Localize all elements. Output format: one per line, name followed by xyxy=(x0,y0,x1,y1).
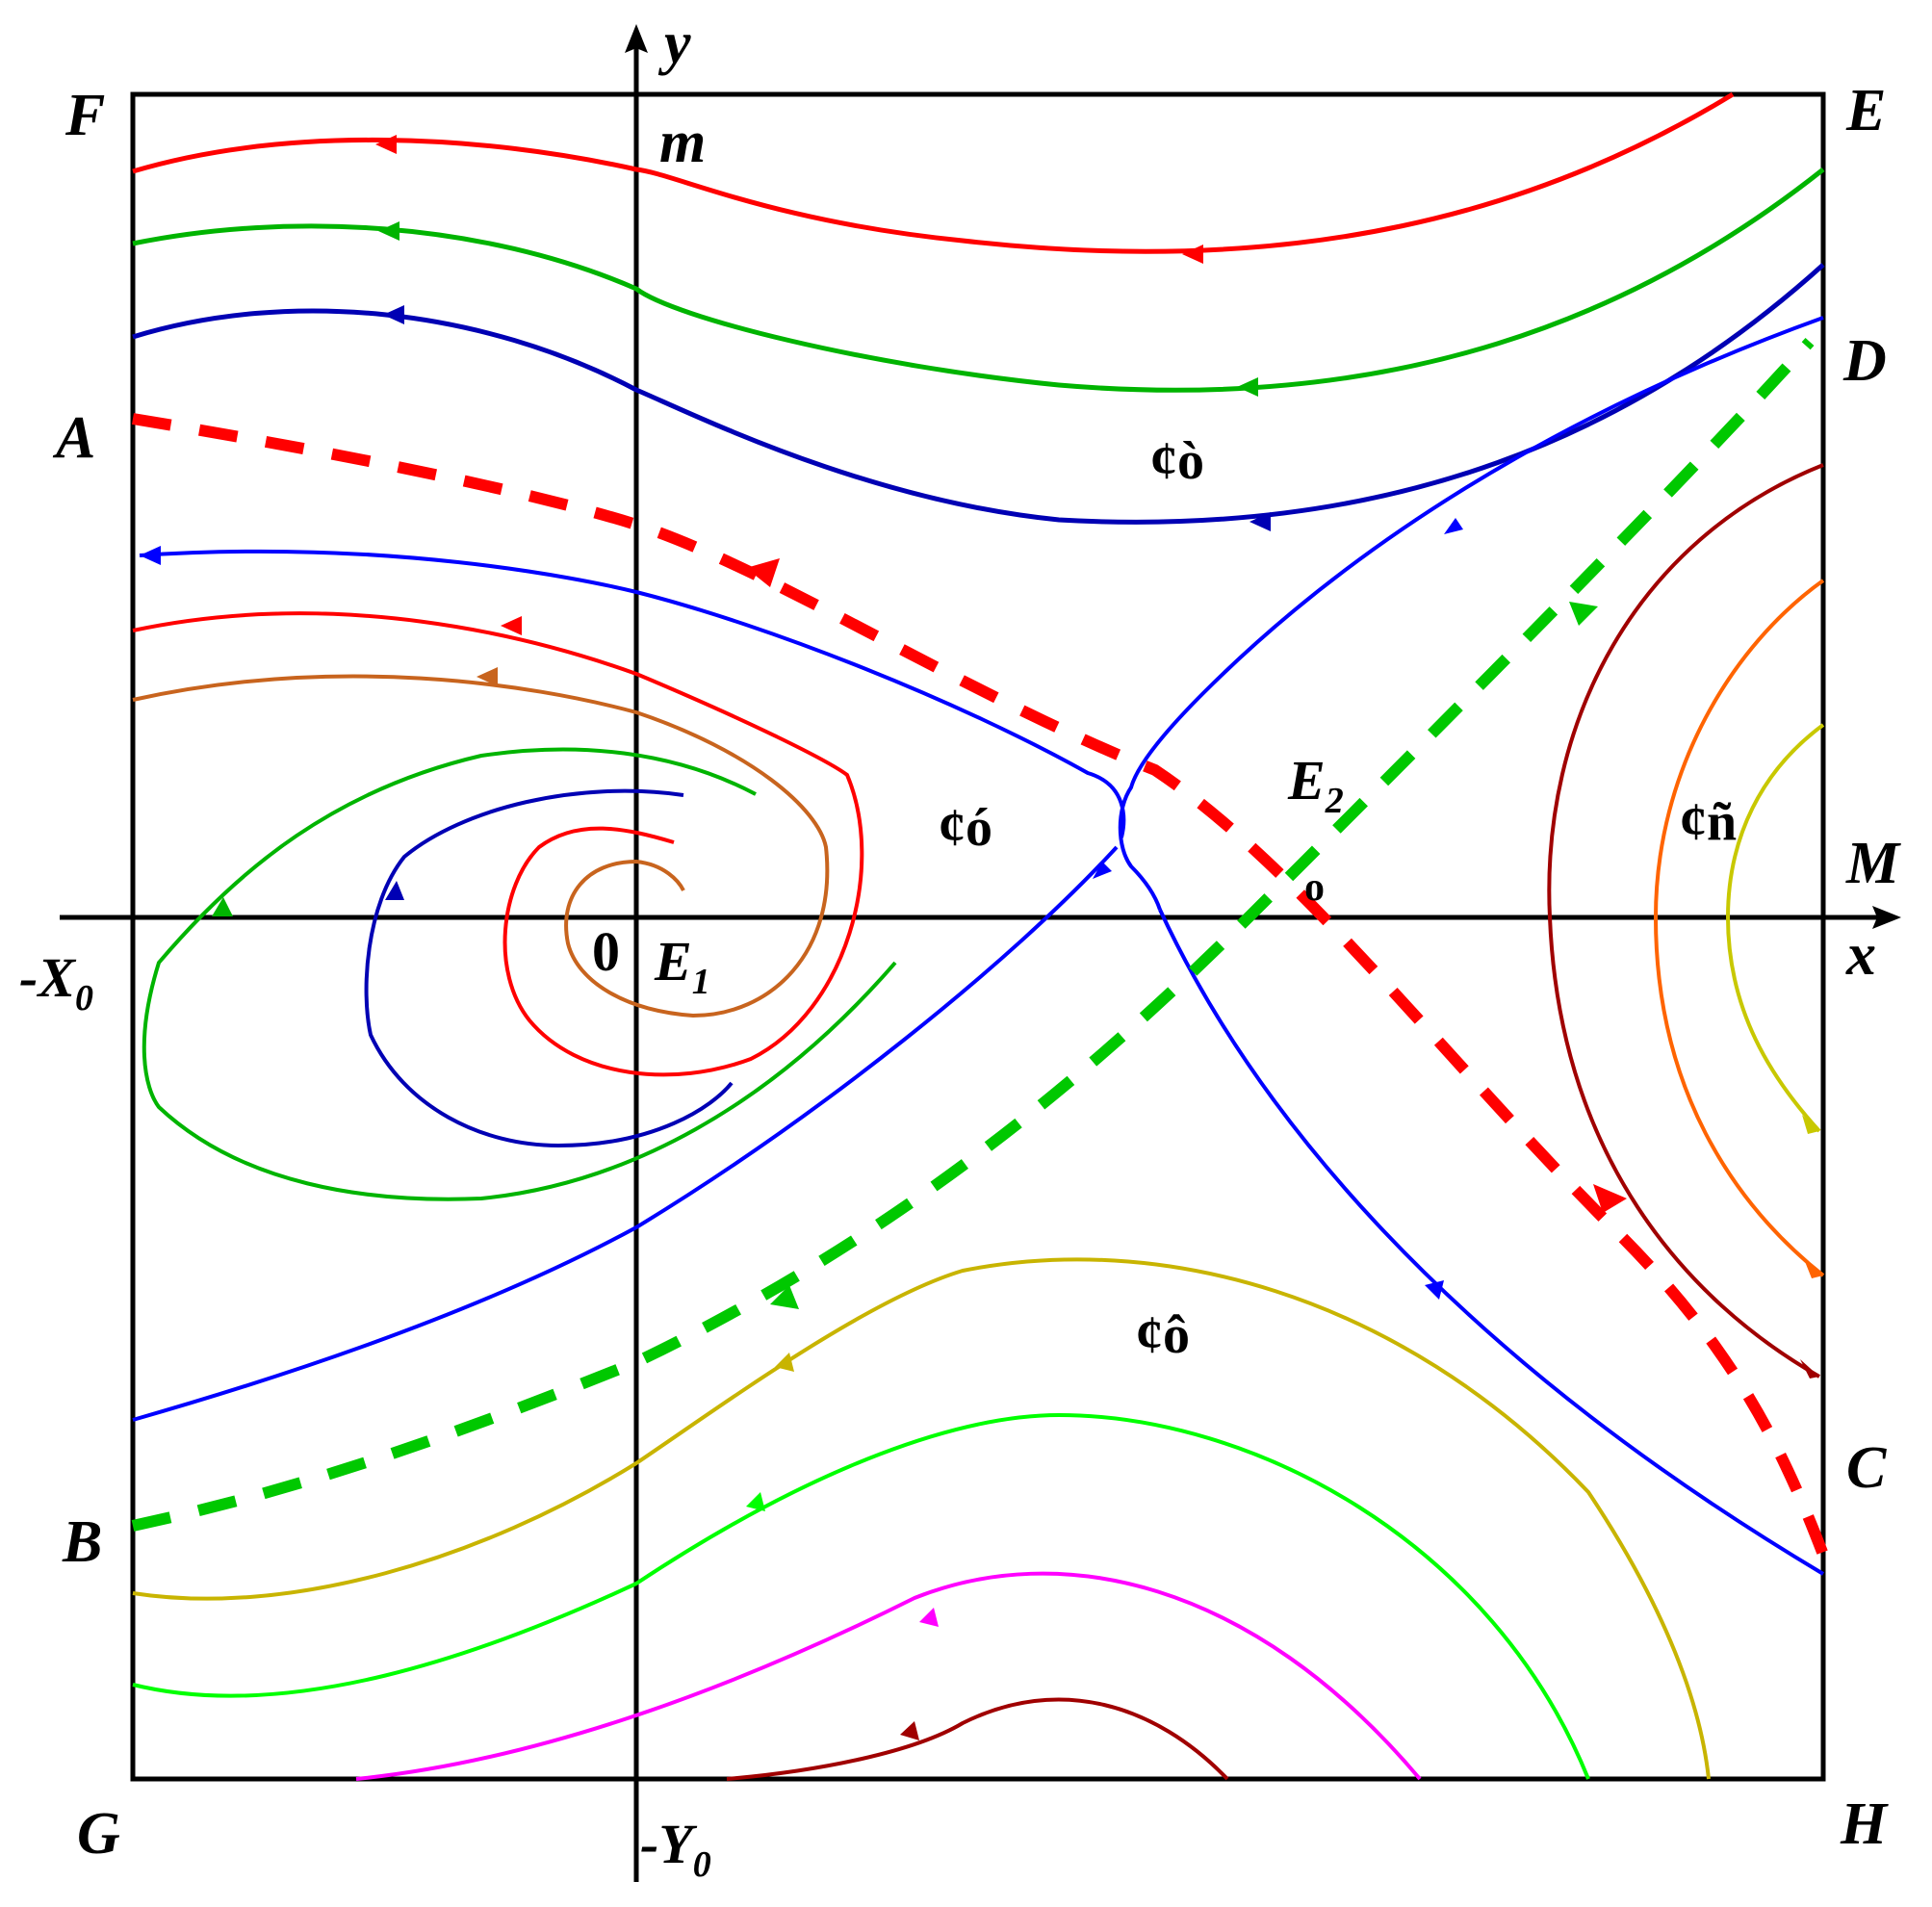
arrow-right-darkred xyxy=(1800,1359,1819,1379)
e2-point-marker: o xyxy=(1304,865,1325,910)
trajectory-right-orange xyxy=(1653,579,1825,1277)
label-x-axis: x xyxy=(1845,922,1876,988)
spiral-green xyxy=(142,747,897,1201)
label-M: M xyxy=(1845,831,1901,896)
arrow-right-yellowgreen xyxy=(1802,1115,1819,1134)
arrow-blue-ll xyxy=(1093,862,1112,879)
arrow-green-dashed-down xyxy=(770,1285,799,1309)
neg-y0-main: -Y xyxy=(640,1813,697,1875)
arrow-green-dashed-up xyxy=(1569,602,1598,626)
spiral-navy xyxy=(364,788,734,1148)
label-E1: E1 xyxy=(654,930,710,1002)
arrow-red-dashed-down xyxy=(1593,1184,1627,1213)
arrow-bottom-olive xyxy=(775,1353,794,1372)
separatrix-red-dashed xyxy=(132,413,1829,1558)
label-G: G xyxy=(77,1801,120,1867)
trajectory-bottom-magenta xyxy=(355,1571,1422,1781)
trajectory-blue-lower-left xyxy=(132,845,1119,1422)
e2-main: E xyxy=(1287,749,1326,812)
region-label-bottom: ¢ô xyxy=(1136,1305,1190,1365)
neg-y0-sub: 0 xyxy=(693,1844,711,1885)
spiral-red-outer xyxy=(132,611,864,1077)
e1-main: E xyxy=(654,930,692,992)
label-y-axis: y xyxy=(657,11,691,76)
region-label-top: ¢ò xyxy=(1150,431,1204,491)
arrow-bottom-magenta xyxy=(919,1608,939,1627)
label-E: E xyxy=(1845,78,1886,143)
arrow-top-red xyxy=(375,135,397,154)
region-label-right: ¢ñ xyxy=(1680,792,1737,852)
x-axis-arrowhead xyxy=(1872,906,1901,929)
trajectory-bottom-darkred xyxy=(726,1697,1229,1781)
e2-sub: 2 xyxy=(1325,781,1344,821)
label-origin: 0 xyxy=(592,920,620,983)
label-B: B xyxy=(62,1509,102,1575)
label-F: F xyxy=(64,83,105,148)
label-A: A xyxy=(52,405,95,471)
trajectory-blue-upper-left xyxy=(139,549,1126,838)
arrow-top-navy xyxy=(383,305,404,324)
label-H: H xyxy=(1840,1791,1889,1857)
label-C: C xyxy=(1846,1435,1887,1501)
arrow-top-red-2 xyxy=(1182,245,1203,264)
phase-region-box xyxy=(130,91,1826,1782)
region-label-left: ¢ó xyxy=(939,798,992,858)
arrow-blue-left xyxy=(140,546,161,565)
arrow-bottom-darkred xyxy=(900,1721,919,1740)
trajectory-top-green xyxy=(132,168,1825,393)
e1-sub: 1 xyxy=(692,962,710,1002)
label-neg-x0: -X0 xyxy=(19,946,93,1018)
label-D: D xyxy=(1842,328,1887,394)
trajectory-bottom-lime xyxy=(132,1412,1590,1780)
label-neg-y0: -Y0 xyxy=(640,1813,711,1885)
arrow-spiral-brown xyxy=(477,667,498,686)
arrow-red-dashed-up xyxy=(746,558,780,587)
y-axis-arrowhead xyxy=(625,24,648,53)
neg-x0-sub: 0 xyxy=(75,978,93,1018)
arrow-top-navy-2 xyxy=(1249,512,1271,531)
trajectory-bottom-olive xyxy=(132,1257,1711,1780)
arrow-spiral-red xyxy=(501,616,522,635)
arrow-top-green xyxy=(378,221,399,241)
neg-x0-main: -X xyxy=(19,946,76,1009)
label-E2: E2 xyxy=(1287,749,1344,821)
trajectory-top-navy xyxy=(132,263,1825,525)
arrow-right-orange xyxy=(1804,1259,1823,1278)
trajectory-right-darkred xyxy=(1547,463,1824,1379)
trajectory-right-yellowgreen xyxy=(1725,723,1825,1133)
trajectory-blue-lower-right xyxy=(1158,909,1825,1576)
label-m: m xyxy=(659,110,706,175)
arrow-blue-ur xyxy=(1444,518,1463,534)
spiral-brown xyxy=(132,674,830,1018)
arrow-spiral-navy xyxy=(385,881,404,900)
arrow-blue-lr xyxy=(1425,1280,1444,1300)
trajectory-blue-upper-right xyxy=(1118,316,1824,911)
arrow-top-green-2 xyxy=(1237,377,1258,397)
arrow-bottom-lime xyxy=(746,1492,765,1511)
separatrix-green-dashed xyxy=(131,337,1815,1532)
arrow-spiral-green xyxy=(212,897,233,916)
